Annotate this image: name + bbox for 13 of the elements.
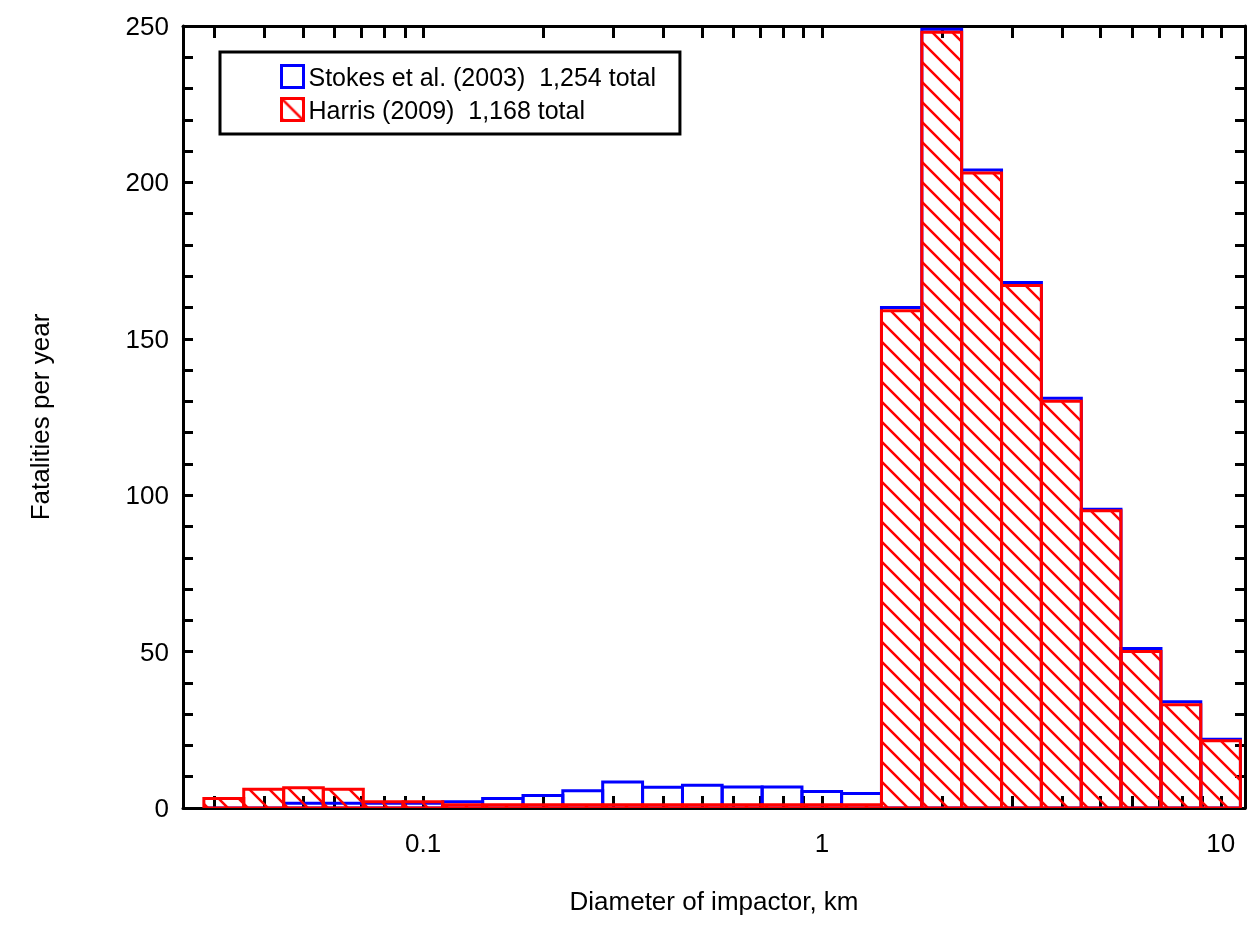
y-tick-label: 150 xyxy=(125,323,169,354)
y-tick-label: 200 xyxy=(125,167,169,198)
x-tick-label: 0.1 xyxy=(405,828,442,858)
y-tick-label: 0 xyxy=(154,793,169,823)
y-tick-label: 50 xyxy=(140,636,169,667)
legend-label: Harris (2009) 1,168 total xyxy=(308,95,586,124)
y-tick-label: 100 xyxy=(125,480,169,511)
y-axis-title: Fatalities per year xyxy=(25,313,55,521)
x-tick-label: 10 xyxy=(1206,828,1236,858)
legend-label: Stokes et al. (2003) 1,254 total xyxy=(308,62,656,91)
x-tick-label: 1 xyxy=(814,828,830,858)
y-tick-label: 250 xyxy=(125,11,169,41)
x-axis-title: Diameter of impactor, km xyxy=(569,886,859,916)
